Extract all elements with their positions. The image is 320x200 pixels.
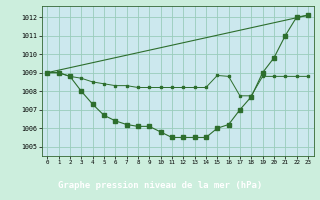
Text: Graphe pression niveau de la mer (hPa): Graphe pression niveau de la mer (hPa) <box>58 181 262 190</box>
